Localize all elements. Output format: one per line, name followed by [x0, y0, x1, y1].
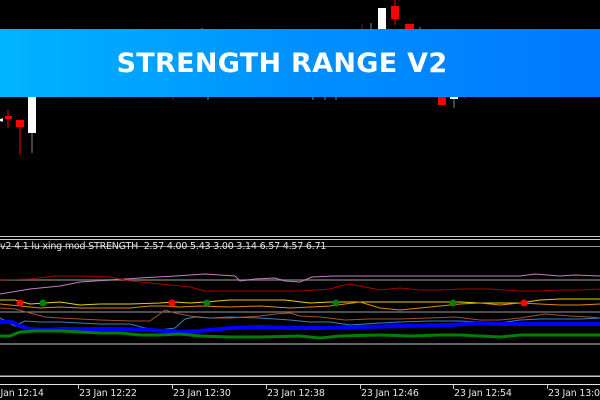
banner-title: STRENGTH RANGE V2 — [116, 47, 448, 79]
title-banner: STRENGTH RANGE V2 — [0, 29, 600, 97]
indicator-bottom-border — [0, 376, 600, 377]
time-label: 23 Jan 12:30 — [173, 388, 231, 399]
buy-signal-dot — [203, 299, 211, 307]
strength-indicator-pane[interactable] — [0, 256, 600, 377]
time-label: 23 Jan 13:00 — [548, 388, 600, 399]
sell-signal-dot — [16, 299, 24, 307]
pane-separator-bottom[interactable] — [0, 239, 600, 240]
time-label: 23 Jan 12:14 — [0, 388, 44, 399]
time-tick — [172, 385, 173, 389]
time-label: 23 Jan 12:38 — [267, 388, 325, 399]
time-label: 23 Jan 12:46 — [361, 388, 419, 399]
time-tick — [360, 385, 361, 389]
buy-signal-dot — [332, 299, 340, 307]
indicator-max-level — [0, 246, 600, 247]
time-tick — [266, 385, 267, 389]
time-tick — [453, 385, 454, 389]
pane-separator-top[interactable] — [0, 236, 600, 237]
indicator-values: 2.57 4.00 5.43 3.00 3.14 6.57 4.57 6.71 — [143, 241, 327, 252]
buy-signal-dot — [449, 299, 457, 307]
time-axis[interactable]: 23 Jan 12:14 23 Jan 12:22 23 Jan 12:30 2… — [0, 385, 600, 400]
buy-signal-dot — [39, 299, 47, 307]
indicator-name: v2 4 1 lu xing mod STRENGTH — [0, 241, 139, 252]
signal-dots — [16, 299, 528, 307]
time-label: 23 Jan 12:54 — [454, 388, 512, 399]
time-label: 23 Jan 12:22 — [79, 388, 137, 399]
sell-signal-dot — [168, 299, 176, 307]
time-tick — [547, 385, 548, 389]
time-axis-line — [0, 384, 600, 385]
time-tick — [78, 385, 79, 389]
indicator-label-row: v2 4 1 lu xing mod STRENGTH 2.57 4.00 5.… — [0, 241, 326, 252]
sell-signal-dot — [520, 299, 528, 307]
